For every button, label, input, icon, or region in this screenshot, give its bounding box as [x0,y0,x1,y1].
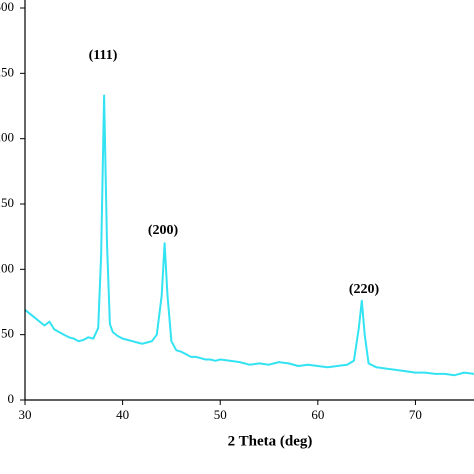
y-tick-label: 250 [0,64,14,79]
x-tick-label: 40 [116,407,129,422]
y-tick-label: 300 [0,0,14,14]
x-tick-label: 30 [19,407,32,422]
data-line [24,94,474,377]
x-tick-label: 60 [311,407,324,422]
annotation: (200) [148,223,179,238]
y-tick-label: 50 [1,326,14,341]
y-tick-label: 0 [8,391,15,406]
y-tick-label: 150 [0,195,14,210]
annotation: (220) [349,282,380,297]
x-axis-label: 2 Theta (deg) [228,433,313,449]
x-tick-label: 50 [214,407,227,422]
y-tick-label: 100 [0,260,14,275]
x-tick-label: 70 [409,407,422,422]
y-tick-label: 200 [0,130,14,145]
annotation: (111) [89,48,118,63]
